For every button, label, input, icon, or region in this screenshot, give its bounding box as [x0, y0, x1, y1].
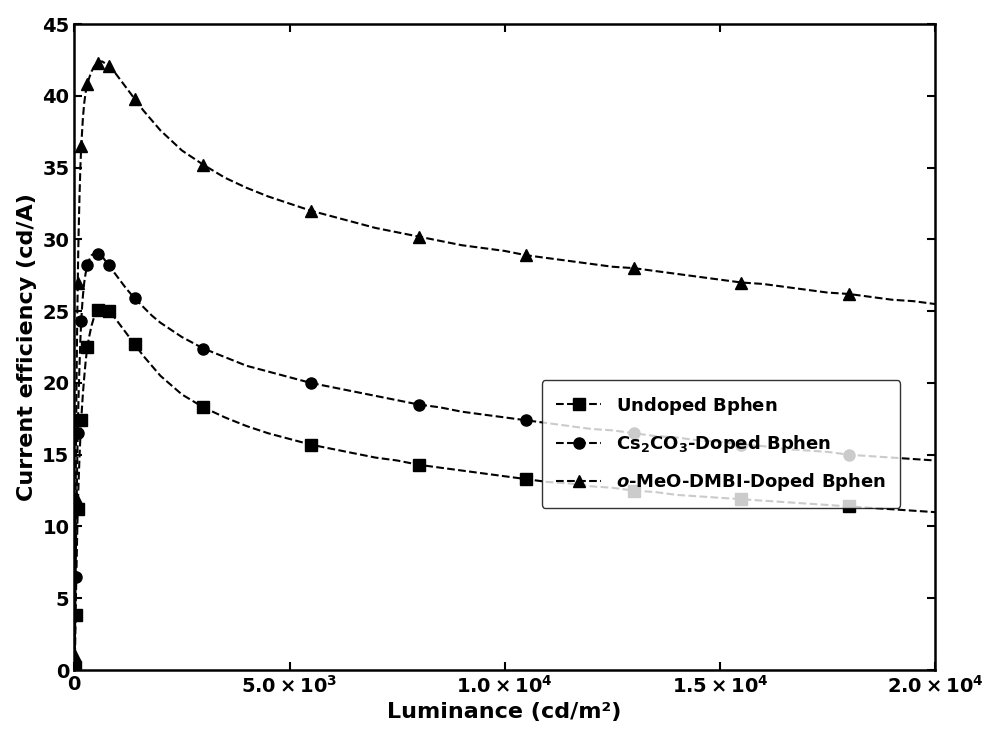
$\bfit{o}$-MeO-DMBI-Doped Bphen: [671, 270, 683, 279]
Y-axis label: Current efficiency (cd/A): Current efficiency (cd/A): [17, 193, 37, 501]
$\mathbf{Undoped\ Bphen}$: [563, 479, 575, 488]
$\bfit{o}$-MeO-DMBI-Doped Bphen: [69, 651, 81, 660]
$\bfit{o}$-MeO-DMBI-Doped Bphen: [778, 282, 790, 291]
$\mathbf{Cs_2CO_3}$-Doped Bphen: [628, 429, 640, 437]
$\mathbf{Undoped\ Bphen}$: [70, 587, 82, 596]
$\bfit{o}$-MeO-DMBI-Doped Bphen: [563, 256, 575, 265]
$\mathbf{Undoped\ Bphen}$: [94, 302, 106, 311]
$\mathbf{Cs_2CO_3}$-Doped Bphen: [778, 445, 790, 454]
$\bfit{o}$-MeO-DMBI-Doped Bphen: [70, 436, 82, 445]
$\mathbf{Cs_2CO_3}$-Doped Bphen: [563, 421, 575, 430]
$\mathbf{Cs_2CO_3}$-Doped Bphen: [70, 537, 82, 545]
$\mathbf{Undoped\ Bphen}$: [628, 486, 640, 495]
$\mathbf{Cs_2CO_3}$-Doped Bphen: [606, 426, 618, 435]
X-axis label: Luminance (cd/m²): Luminance (cd/m²): [387, 702, 622, 722]
$\mathbf{Cs_2CO_3}$-Doped Bphen: [69, 658, 81, 667]
Line: $\mathbf{Undoped\ Bphen}$: $\mathbf{Undoped\ Bphen}$: [69, 302, 941, 672]
$\mathbf{Undoped\ Bphen}$: [606, 483, 618, 492]
$\bfit{o}$-MeO-DMBI-Doped Bphen: [628, 264, 640, 273]
$\mathbf{Undoped\ Bphen}$: [69, 663, 81, 672]
$\mathbf{Cs_2CO_3}$-Doped Bphen: [671, 433, 683, 442]
$\bfit{o}$-MeO-DMBI-Doped Bphen: [929, 299, 941, 308]
$\mathbf{Undoped\ Bphen}$: [929, 508, 941, 517]
Line: $\mathbf{Cs_2CO_3}$-Doped Bphen: $\mathbf{Cs_2CO_3}$-Doped Bphen: [69, 247, 941, 668]
$\mathbf{Cs_2CO_3}$-Doped Bphen: [929, 456, 941, 465]
$\mathbf{Undoped\ Bphen}$: [671, 491, 683, 500]
$\mathbf{Undoped\ Bphen}$: [778, 497, 790, 506]
$\mathbf{Cs_2CO_3}$-Doped Bphen: [90, 248, 102, 256]
Line: $\bfit{o}$-MeO-DMBI-Doped Bphen: $\bfit{o}$-MeO-DMBI-Doped Bphen: [69, 56, 941, 661]
$\bfit{o}$-MeO-DMBI-Doped Bphen: [94, 57, 106, 66]
$\bfit{o}$-MeO-DMBI-Doped Bphen: [606, 262, 618, 271]
Legend: $\mathbf{Undoped\ Bphen}$, $\mathbf{Cs_2CO_3}$-Doped Bphen, $\bfit{o}$-MeO-DMBI-: $\mathbf{Undoped\ Bphen}$, $\mathbf{Cs_2…: [542, 381, 900, 508]
